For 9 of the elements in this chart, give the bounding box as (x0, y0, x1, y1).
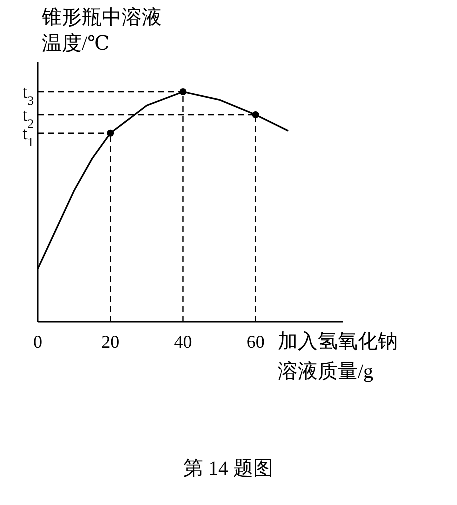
x-tick-label: 40 (174, 332, 192, 352)
x-tick-label: 20 (102, 332, 120, 352)
y-axis-title: 锥形瓶中溶液温度/℃ (41, 7, 162, 55)
x-axis-title: 加入氢氧化钠溶液质量/g (278, 331, 398, 383)
ref-line-label: t$_{3}$ (22, 82, 34, 108)
ref-line-label: t$_{2}$ (22, 105, 34, 131)
x-tick-label: 0 (34, 332, 42, 352)
x-tick-label: 60 (246, 332, 265, 352)
text: 第 14 题图 (184, 458, 274, 480)
